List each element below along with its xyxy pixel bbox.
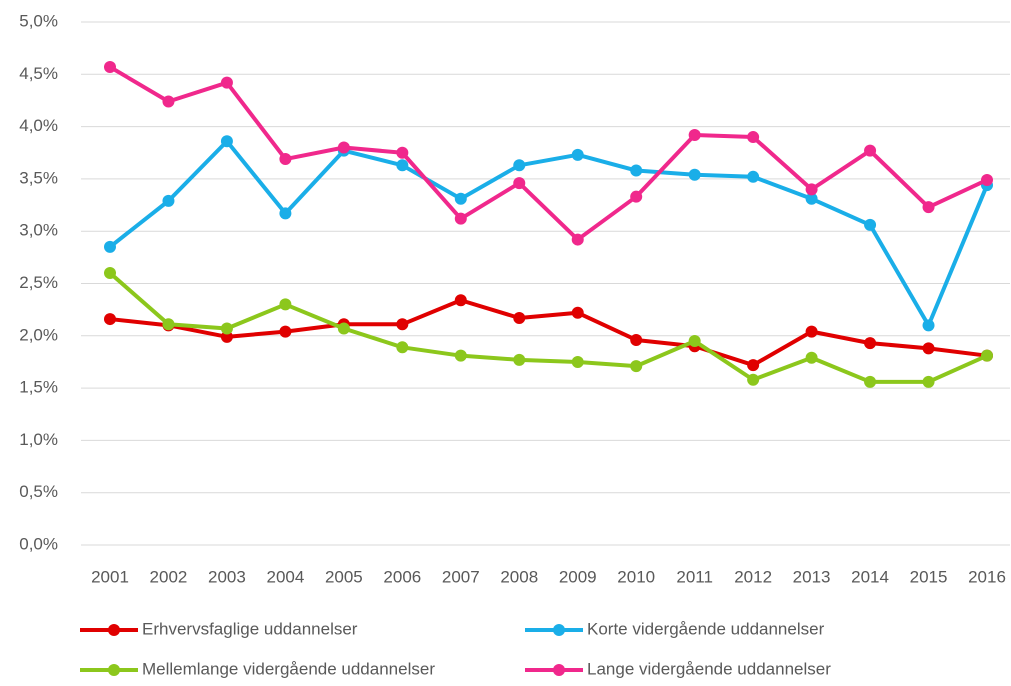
- data-point: [747, 359, 760, 372]
- x-tick-label: 2002: [150, 567, 188, 586]
- y-tick-label: 1,0%: [19, 430, 58, 449]
- x-tick-label: 2001: [91, 567, 129, 586]
- series-line: [108, 139, 989, 328]
- data-point: [571, 306, 584, 319]
- x-tick-label: 2014: [851, 567, 889, 586]
- data-point: [747, 170, 760, 183]
- data-point: [922, 375, 935, 388]
- data-point: [688, 128, 701, 141]
- data-point: [162, 95, 175, 108]
- x-tick-label: 2010: [617, 567, 655, 586]
- data-point: [104, 267, 116, 280]
- data-point: [571, 355, 584, 368]
- x-tick-label: 2011: [676, 567, 713, 586]
- legend-label: Korte vidergående uddannelser: [587, 619, 825, 638]
- x-tick-label: 2012: [734, 567, 772, 586]
- data-point: [104, 240, 116, 253]
- data-point: [396, 146, 409, 159]
- y-tick-label: 2,5%: [19, 273, 58, 292]
- x-tick-label: 2004: [266, 567, 304, 586]
- series-line: [108, 271, 988, 384]
- data-point: [864, 375, 877, 388]
- data-point: [279, 153, 292, 166]
- y-tick-label: 0,0%: [19, 534, 58, 553]
- legend-marker: [553, 664, 565, 676]
- data-point: [571, 233, 584, 246]
- data-point: [630, 333, 643, 346]
- data-point: [805, 325, 818, 338]
- data-point: [922, 319, 935, 332]
- legend-label: Mellemlange vidergående uddannelser: [142, 659, 435, 678]
- data-point: [981, 349, 993, 362]
- data-point: [747, 131, 760, 144]
- data-point: [864, 337, 877, 350]
- legend-marker: [108, 624, 120, 636]
- y-tick-label: 5,0%: [19, 11, 58, 30]
- data-point: [104, 313, 116, 326]
- data-point: [396, 318, 409, 331]
- data-point: [279, 325, 292, 338]
- y-tick-label: 3,5%: [19, 168, 58, 187]
- data-point: [864, 218, 877, 231]
- x-tick-label: 2009: [559, 567, 597, 586]
- data-point: [337, 322, 350, 335]
- data-point: [454, 192, 467, 205]
- legend-marker: [108, 664, 120, 676]
- y-tick-label: 4,5%: [19, 64, 58, 83]
- legend-label: Lange vidergående uddannelser: [587, 659, 831, 678]
- data-point: [454, 294, 467, 307]
- data-point: [454, 349, 467, 362]
- data-point: [981, 173, 993, 186]
- data-point: [630, 360, 643, 373]
- data-point: [396, 341, 409, 354]
- data-point: [630, 164, 643, 177]
- data-point: [220, 76, 233, 89]
- legend-marker: [553, 624, 565, 636]
- data-point: [864, 144, 877, 157]
- y-tick-label: 1,5%: [19, 378, 58, 397]
- x-tick-label: 2006: [383, 567, 421, 586]
- data-point: [104, 60, 116, 73]
- x-tick-label: 2015: [910, 567, 948, 586]
- data-point: [162, 194, 175, 207]
- data-point: [922, 342, 935, 355]
- data-point: [805, 183, 818, 196]
- legend-label: Erhvervsfaglige uddannelser: [142, 619, 358, 638]
- data-point: [279, 207, 292, 220]
- data-point: [630, 190, 643, 203]
- data-point: [396, 159, 409, 172]
- x-tick-label: 2007: [442, 567, 480, 586]
- data-point: [220, 135, 233, 148]
- data-point: [513, 312, 526, 325]
- x-tick-label: 2005: [325, 567, 363, 586]
- data-point: [279, 298, 292, 311]
- data-point: [513, 159, 526, 172]
- data-point: [805, 192, 818, 205]
- x-tick-label: 2008: [500, 567, 538, 586]
- series-line: [108, 65, 988, 242]
- data-point: [220, 322, 233, 335]
- series-line: [109, 298, 988, 368]
- data-point: [922, 201, 935, 214]
- data-point: [162, 318, 175, 331]
- data-point: [513, 353, 526, 366]
- x-tick-label: 2013: [793, 567, 831, 586]
- data-point: [513, 177, 526, 190]
- data-point: [220, 330, 233, 343]
- y-tick-label: 4,0%: [19, 116, 58, 135]
- data-point: [688, 335, 701, 348]
- y-tick-label: 3,0%: [19, 221, 58, 240]
- data-point: [337, 141, 350, 154]
- y-tick-label: 2,0%: [19, 325, 58, 344]
- data-point: [688, 168, 701, 181]
- x-tick-label: 2003: [208, 567, 246, 586]
- data-point: [571, 148, 584, 161]
- data-point: [454, 212, 467, 225]
- x-tick-label: 2016: [968, 567, 1006, 586]
- data-point: [747, 373, 760, 386]
- y-tick-label: 0,5%: [19, 482, 58, 501]
- data-point: [805, 351, 818, 364]
